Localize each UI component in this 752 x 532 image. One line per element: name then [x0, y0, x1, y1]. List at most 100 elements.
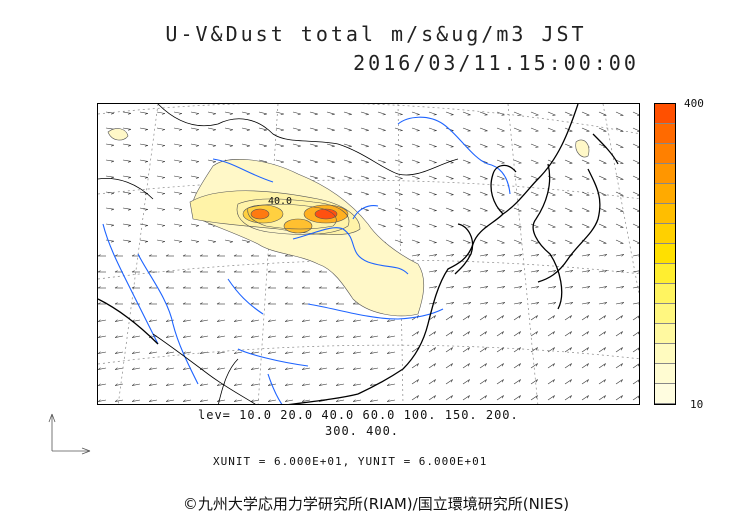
wind-vector-head: [331, 177, 335, 180]
wind-vector: [319, 319, 328, 322]
wind-vector-head: [365, 178, 369, 180]
legend-color-band: [655, 104, 675, 124]
legend-color-band: [655, 184, 675, 204]
wind-vector-head: [246, 129, 250, 131]
wind-vector-head: [149, 319, 152, 322]
wind-vector-head: [586, 315, 589, 319]
wind-vector-head: [115, 399, 118, 402]
wind-vector: [598, 270, 607, 273]
wind-vector-head: [586, 331, 589, 335]
wind-vector-head: [382, 146, 386, 148]
wind-vector: [615, 331, 623, 337]
wind-vector: [564, 270, 573, 273]
wind-vector-head: [518, 379, 521, 383]
wind-vector: [479, 111, 488, 116]
wind-vector: [564, 159, 573, 164]
wind-vector-head: [200, 335, 203, 338]
wind-vector-head: [365, 146, 369, 148]
wind-vector-head: [620, 395, 623, 399]
wind-vector-head: [450, 194, 454, 196]
wind-vector-head: [353, 383, 356, 386]
wind-vector: [530, 111, 539, 116]
wind-vector-head: [620, 347, 623, 351]
wind-vector-head: [638, 255, 639, 257]
wind-vector-head: [552, 363, 555, 367]
wind-vector-head: [268, 351, 271, 354]
legend-max-label: 400: [684, 97, 704, 110]
wind-vector: [547, 302, 556, 305]
wind-vector: [564, 239, 573, 244]
graticule: [98, 104, 639, 404]
wind-vector-head: [319, 351, 322, 354]
wind-vector: [411, 223, 420, 227]
wind-vector-head: [535, 331, 538, 335]
wind-vector-head: [353, 367, 356, 370]
copyright-text: ©九州大学応用力学研究所(RIAM)/国立環境研究所(NIES): [182, 495, 570, 513]
wind-vector: [394, 111, 403, 115]
wind-vector-head: [433, 363, 436, 367]
wind-vector-head: [285, 319, 288, 322]
wind-vector-head: [450, 210, 454, 212]
wind-vector: [183, 351, 192, 354]
wind-vector: [479, 395, 487, 401]
wind-vector: [547, 127, 556, 132]
wind-vector: [479, 315, 487, 321]
wind-vector-head: [178, 241, 182, 243]
wind-vector-head: [183, 335, 186, 338]
wind-vector-head: [127, 145, 132, 147]
wind-vector: [513, 127, 522, 132]
wind-vector-head: [131, 254, 135, 257]
wind-vector: [309, 175, 318, 179]
wind-vector: [496, 395, 504, 401]
wind-vector: [547, 207, 556, 212]
wind-vector: [530, 223, 539, 228]
dust-plume-small: [107, 128, 129, 141]
wind-vector: [309, 159, 318, 163]
wind-vector-head: [535, 347, 538, 351]
wind-vector-head: [314, 177, 318, 180]
dust-core-east-hot: [314, 208, 338, 220]
wind-vector-head: [552, 379, 555, 383]
wind-vector: [632, 159, 639, 164]
wind-vector-head: [502, 286, 505, 289]
wind-vector-head: [144, 241, 148, 243]
wind-vector-head: [485, 270, 488, 273]
wind-vector-head: [161, 161, 165, 163]
wind-vector: [530, 207, 539, 212]
wind-vector: [496, 331, 504, 337]
wind-vector: [166, 399, 175, 402]
wind-vector-head: [604, 286, 607, 289]
wind-vector: [445, 111, 454, 115]
wind-vector-head: [217, 351, 220, 354]
wind-vector-head: [570, 302, 573, 305]
wind-vector: [428, 395, 436, 401]
wind-vector-head: [370, 383, 373, 386]
wind-vector: [564, 143, 573, 148]
wind-vector-head: [382, 210, 386, 212]
wind-vector: [615, 270, 624, 273]
legend-color-band: [655, 324, 675, 344]
wind-vector-head: [98, 286, 101, 289]
wind-vector: [207, 159, 216, 162]
wind-vector: [139, 127, 148, 130]
legend-color-band: [655, 344, 675, 364]
wind-vector: [530, 379, 538, 385]
wind-vector: [479, 270, 488, 273]
wind-vector: [615, 175, 624, 180]
wind-vector: [411, 127, 420, 131]
wind-vector: [445, 239, 454, 243]
wind-vector-head: [302, 351, 305, 354]
wind-vector-head: [314, 129, 318, 132]
wind-vector-head: [234, 399, 237, 402]
wind-vector-head: [246, 145, 250, 147]
wind-vector: [547, 223, 556, 228]
wind-vector: [462, 111, 471, 116]
wind-vector: [173, 127, 182, 130]
wind-vector: [326, 143, 335, 147]
wind-vector: [319, 383, 328, 386]
wind-vector: [156, 207, 165, 210]
wind-vector: [496, 239, 505, 244]
wind-vector-head: [638, 287, 639, 289]
wind-vector: [268, 367, 277, 370]
wind-vector: [513, 239, 522, 244]
